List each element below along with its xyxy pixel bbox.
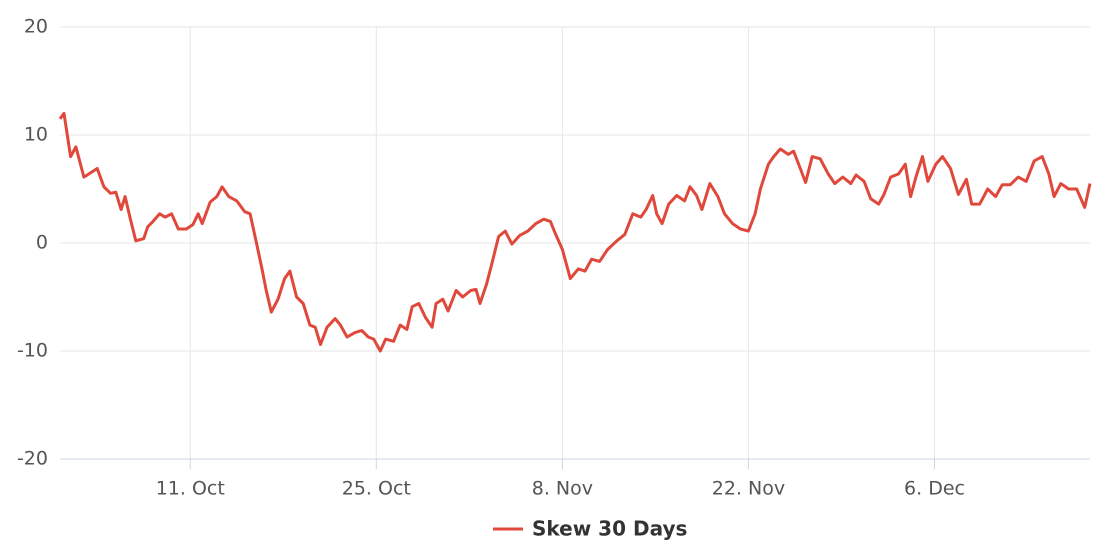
legend-label: Skew 30 Days — [532, 517, 687, 541]
x-tick-label: 6. Dec — [904, 478, 965, 500]
data-line — [58, 111, 1092, 353]
x-tick-label: 22. Nov — [712, 478, 785, 500]
x-tick-label: 25. Oct — [342, 478, 411, 500]
y-tick-label: -10 — [17, 340, 48, 362]
x-tick-label: 8. Nov — [532, 478, 593, 500]
y-tick-label: 10 — [24, 124, 48, 146]
y-tick-label: -20 — [17, 448, 48, 470]
y-tick-label: 20 — [24, 16, 48, 38]
x-tick-label: 11. Oct — [156, 478, 225, 500]
y-tick-label: 0 — [36, 232, 48, 254]
